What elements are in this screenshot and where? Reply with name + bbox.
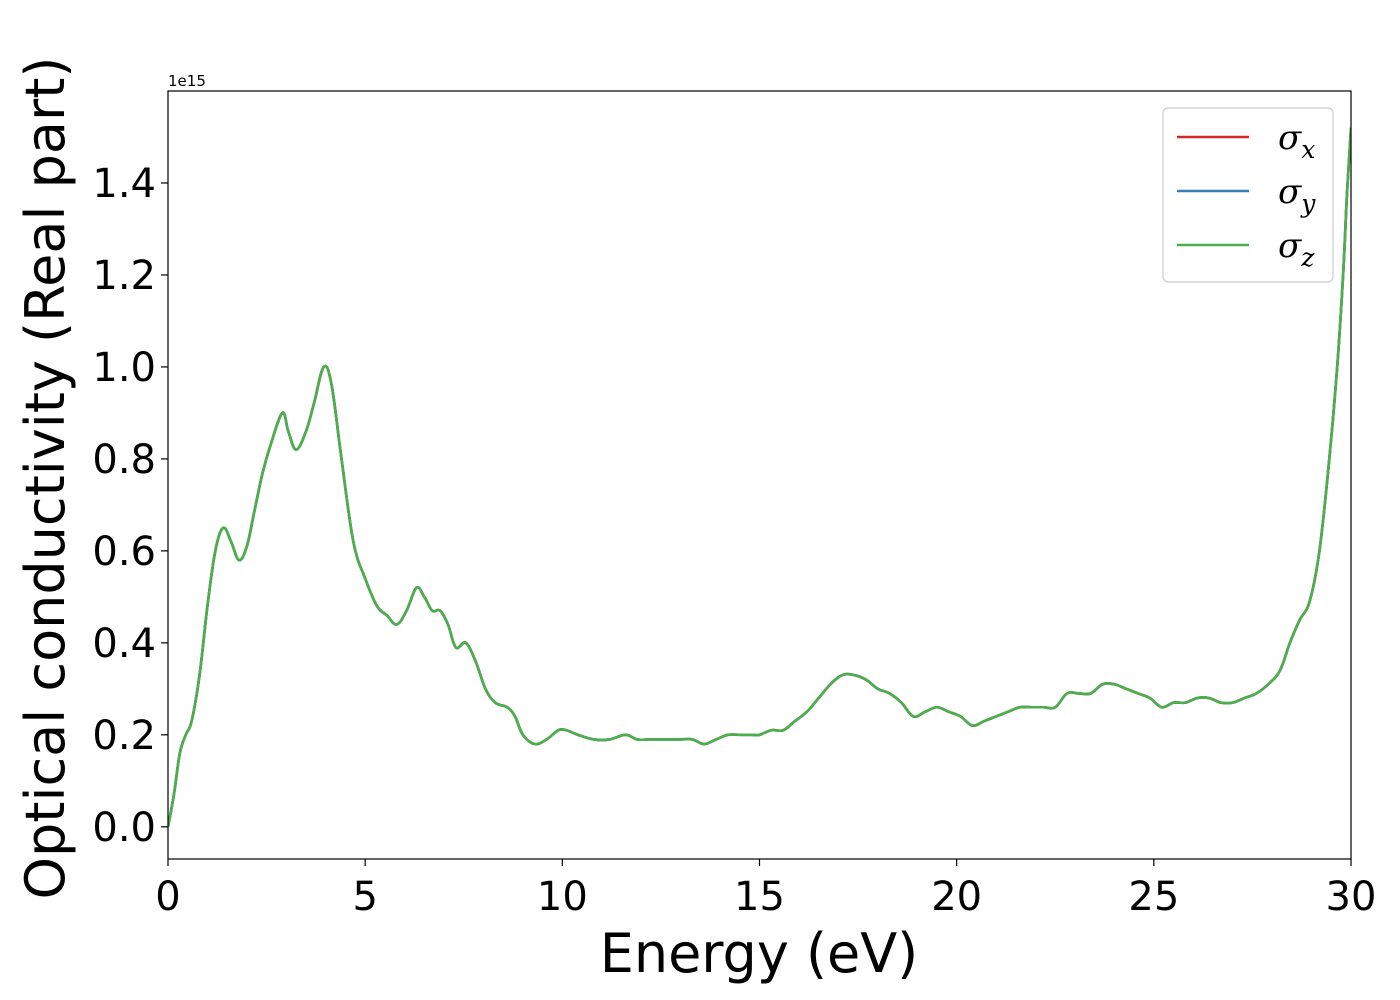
axes: 0 5 10 15 20 25 30 0.0 0.2 0.4 0.6 0.8 1.0 1.2 1.4 [92, 90, 1377, 920]
x-tick-label: 0 [155, 874, 180, 920]
x-axis-label: Energy (eV) [600, 922, 919, 985]
legend: σx σy σz [1162, 107, 1334, 283]
legend-box [1162, 107, 1334, 283]
y-tick-label: 1.2 [92, 253, 156, 299]
x-tick-label: 30 [1326, 874, 1377, 920]
y-tick-label: 0.4 [92, 621, 156, 667]
x-tick-label: 10 [537, 874, 588, 920]
legend-label-y: σy [1278, 172, 1316, 218]
y-axis-label: Optical conductivity (Real part) [14, 57, 77, 900]
x-tick-label: 15 [734, 874, 785, 920]
y-tick-label: 1.4 [92, 161, 156, 207]
plot-area [168, 127, 1351, 828]
y-tick-label: 0.2 [92, 713, 156, 759]
x-tick-label: 25 [1128, 874, 1179, 920]
legend-label-z: σz [1278, 226, 1315, 272]
x-tick-label: 5 [352, 874, 377, 920]
y-tick-label: 0.8 [92, 437, 156, 483]
y-offset-label: 1e15 [168, 72, 206, 90]
legend-label-x: σx [1278, 118, 1315, 164]
y-tick-label: 1.0 [92, 345, 156, 391]
y-tick-label: 0.0 [92, 805, 156, 851]
y-tick-label: 0.6 [92, 529, 156, 575]
series-line-z [168, 127, 1351, 828]
x-tick-label: 20 [931, 874, 982, 920]
